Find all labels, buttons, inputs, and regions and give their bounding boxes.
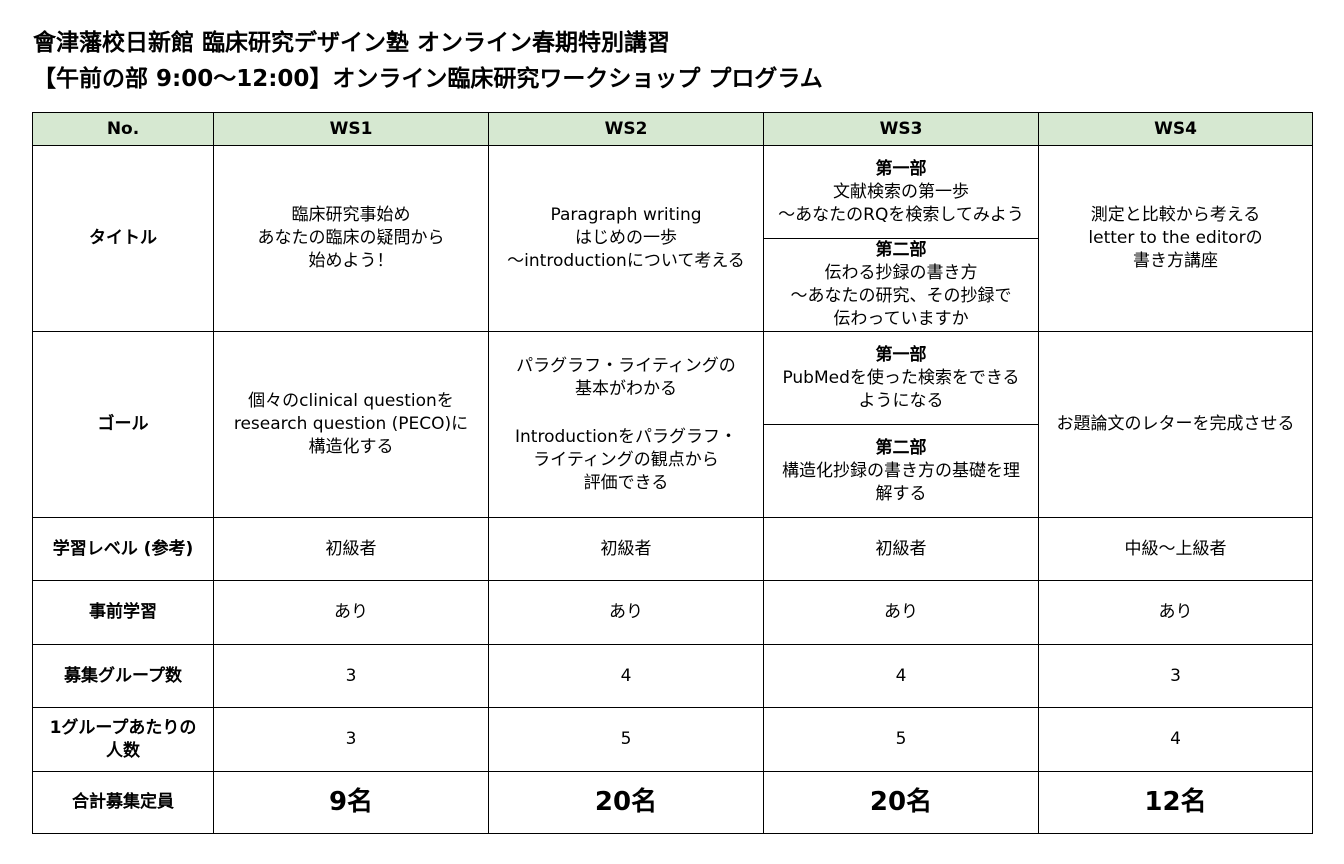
table-row-prestudy: 事前学習 あり あり あり あり xyxy=(32,580,1313,645)
col-header-ws4: WS4 xyxy=(1038,112,1313,146)
table-header-row: No. WS1 WS2 WS3 WS4 xyxy=(32,112,1313,146)
cell-groups-ws1: 3 xyxy=(213,644,489,708)
cell-total-ws3: 20名 xyxy=(763,771,1039,834)
ws3-goal-part1-heading: 第一部 xyxy=(875,344,927,365)
ws3-goal-part1: 第一部 PubMedを使った検索をできる ようになる xyxy=(764,332,1038,425)
cell-level-ws2: 初級者 xyxy=(488,517,764,581)
ws3-title-part1-heading: 第一部 xyxy=(875,158,927,179)
cell-per-group-ws4: 4 xyxy=(1038,707,1313,772)
table-row-total: 合計募集定員 9名 20名 20名 12名 xyxy=(32,771,1313,834)
cell-total-ws1: 9名 xyxy=(213,771,489,834)
cell-goal-ws2: パラグラフ・ライティングの 基本がわかる Introductionをパラグラフ・… xyxy=(488,331,764,518)
cell-prestudy-ws1: あり xyxy=(213,580,489,645)
row-label-per-group: 1グループあたりの 人数 xyxy=(32,707,214,772)
program-table: No. WS1 WS2 WS3 WS4 タイトル 臨床研究事始め あなたの臨床の… xyxy=(32,112,1313,834)
cell-groups-ws4: 3 xyxy=(1038,644,1313,708)
page-title-line1: 會津藩校日新館 臨床研究デザイン塾 オンライン春期特別講習 xyxy=(33,30,671,56)
cell-groups-ws3: 4 xyxy=(763,644,1039,708)
row-label-groups: 募集グループ数 xyxy=(32,644,214,708)
table-row-per-group: 1グループあたりの 人数 3 5 5 4 xyxy=(32,707,1313,772)
cell-prestudy-ws4: あり xyxy=(1038,580,1313,645)
ws3-title-part2-text: 伝わる抄録の書き方 ～あなたの研究、その抄録で 伝わっていますか xyxy=(790,263,1012,329)
ws2-goal-text-b: Introductionをパラグラフ・ ライティングの観点から 評価できる xyxy=(515,426,737,493)
table-row-title: タイトル 臨床研究事始め あなたの臨床の疑問から 始めよう！ Paragraph… xyxy=(32,145,1313,332)
cell-level-ws1: 初級者 xyxy=(213,517,489,581)
page-title-line2: 【午前の部 9:00～12:00】オンライン臨床研究ワークショップ プログラム xyxy=(33,66,823,92)
ws3-goal-part2: 第二部 構造化抄録の書き方の基礎を理 解する xyxy=(764,425,1038,517)
row-label-goal: ゴール xyxy=(32,331,214,518)
col-header-ws1: WS1 xyxy=(213,112,489,146)
cell-total-ws2: 20名 xyxy=(488,771,764,834)
col-header-ws2: WS2 xyxy=(488,112,764,146)
table-row-level: 学習レベル (参考) 初級者 初級者 初級者 中級～上級者 xyxy=(32,517,1313,581)
row-label-level: 学習レベル (参考) xyxy=(32,517,214,581)
cell-title-ws1: 臨床研究事始め あなたの臨床の疑問から 始めよう！ xyxy=(213,145,489,332)
cell-total-ws4: 12名 xyxy=(1038,771,1313,834)
table-row-groups: 募集グループ数 3 4 4 3 xyxy=(32,644,1313,708)
row-label-total: 合計募集定員 xyxy=(32,771,214,834)
ws3-title-part1-text: 文献検索の第一歩 ～あなたのRQを検索してみよう xyxy=(778,181,1024,225)
ws3-goal-part2-text: 構造化抄録の書き方の基礎を理 解する xyxy=(782,460,1020,504)
cell-per-group-ws1: 3 xyxy=(213,707,489,772)
cell-title-ws2: Paragraph writing はじめの一歩 ～introductionにつ… xyxy=(488,145,764,332)
ws3-goal-part1-text: PubMedを使った検索をできる ようになる xyxy=(782,367,1020,411)
ws3-title-part2-heading: 第二部 xyxy=(875,240,927,260)
row-label-title: タイトル xyxy=(32,145,214,332)
ws3-goal-part2-heading: 第二部 xyxy=(875,437,927,458)
cell-prestudy-ws2: あり xyxy=(488,580,764,645)
cell-goal-ws4: お題論文のレターを完成させる xyxy=(1038,331,1313,518)
ws3-title-part1: 第一部 文献検索の第一歩 ～あなたのRQを検索してみよう xyxy=(764,146,1038,239)
cell-groups-ws2: 4 xyxy=(488,644,764,708)
cell-level-ws4: 中級～上級者 xyxy=(1038,517,1313,581)
col-header-no: No. xyxy=(32,112,214,146)
cell-goal-ws3: 第一部 PubMedを使った検索をできる ようになる 第二部 構造化抄録の書き方… xyxy=(763,331,1039,518)
table-row-goal: ゴール 個々のclinical questionを research quest… xyxy=(32,331,1313,518)
ws3-title-part2: 第二部 伝わる抄録の書き方 ～あなたの研究、その抄録で 伝わっていますか xyxy=(764,239,1038,331)
cell-goal-ws1: 個々のclinical questionを research question … xyxy=(213,331,489,518)
row-label-prestudy: 事前学習 xyxy=(32,580,214,645)
col-header-ws3: WS3 xyxy=(763,112,1039,146)
ws2-goal-text-a: パラグラフ・ライティングの 基本がわかる xyxy=(516,355,736,399)
cell-title-ws4: 測定と比較から考える letter to the editorの 書き方講座 xyxy=(1038,145,1313,332)
cell-per-group-ws3: 5 xyxy=(763,707,1039,772)
cell-title-ws3: 第一部 文献検索の第一歩 ～あなたのRQを検索してみよう 第二部 伝わる抄録の書… xyxy=(763,145,1039,332)
cell-prestudy-ws3: あり xyxy=(763,580,1039,645)
cell-level-ws3: 初級者 xyxy=(763,517,1039,581)
cell-per-group-ws2: 5 xyxy=(488,707,764,772)
